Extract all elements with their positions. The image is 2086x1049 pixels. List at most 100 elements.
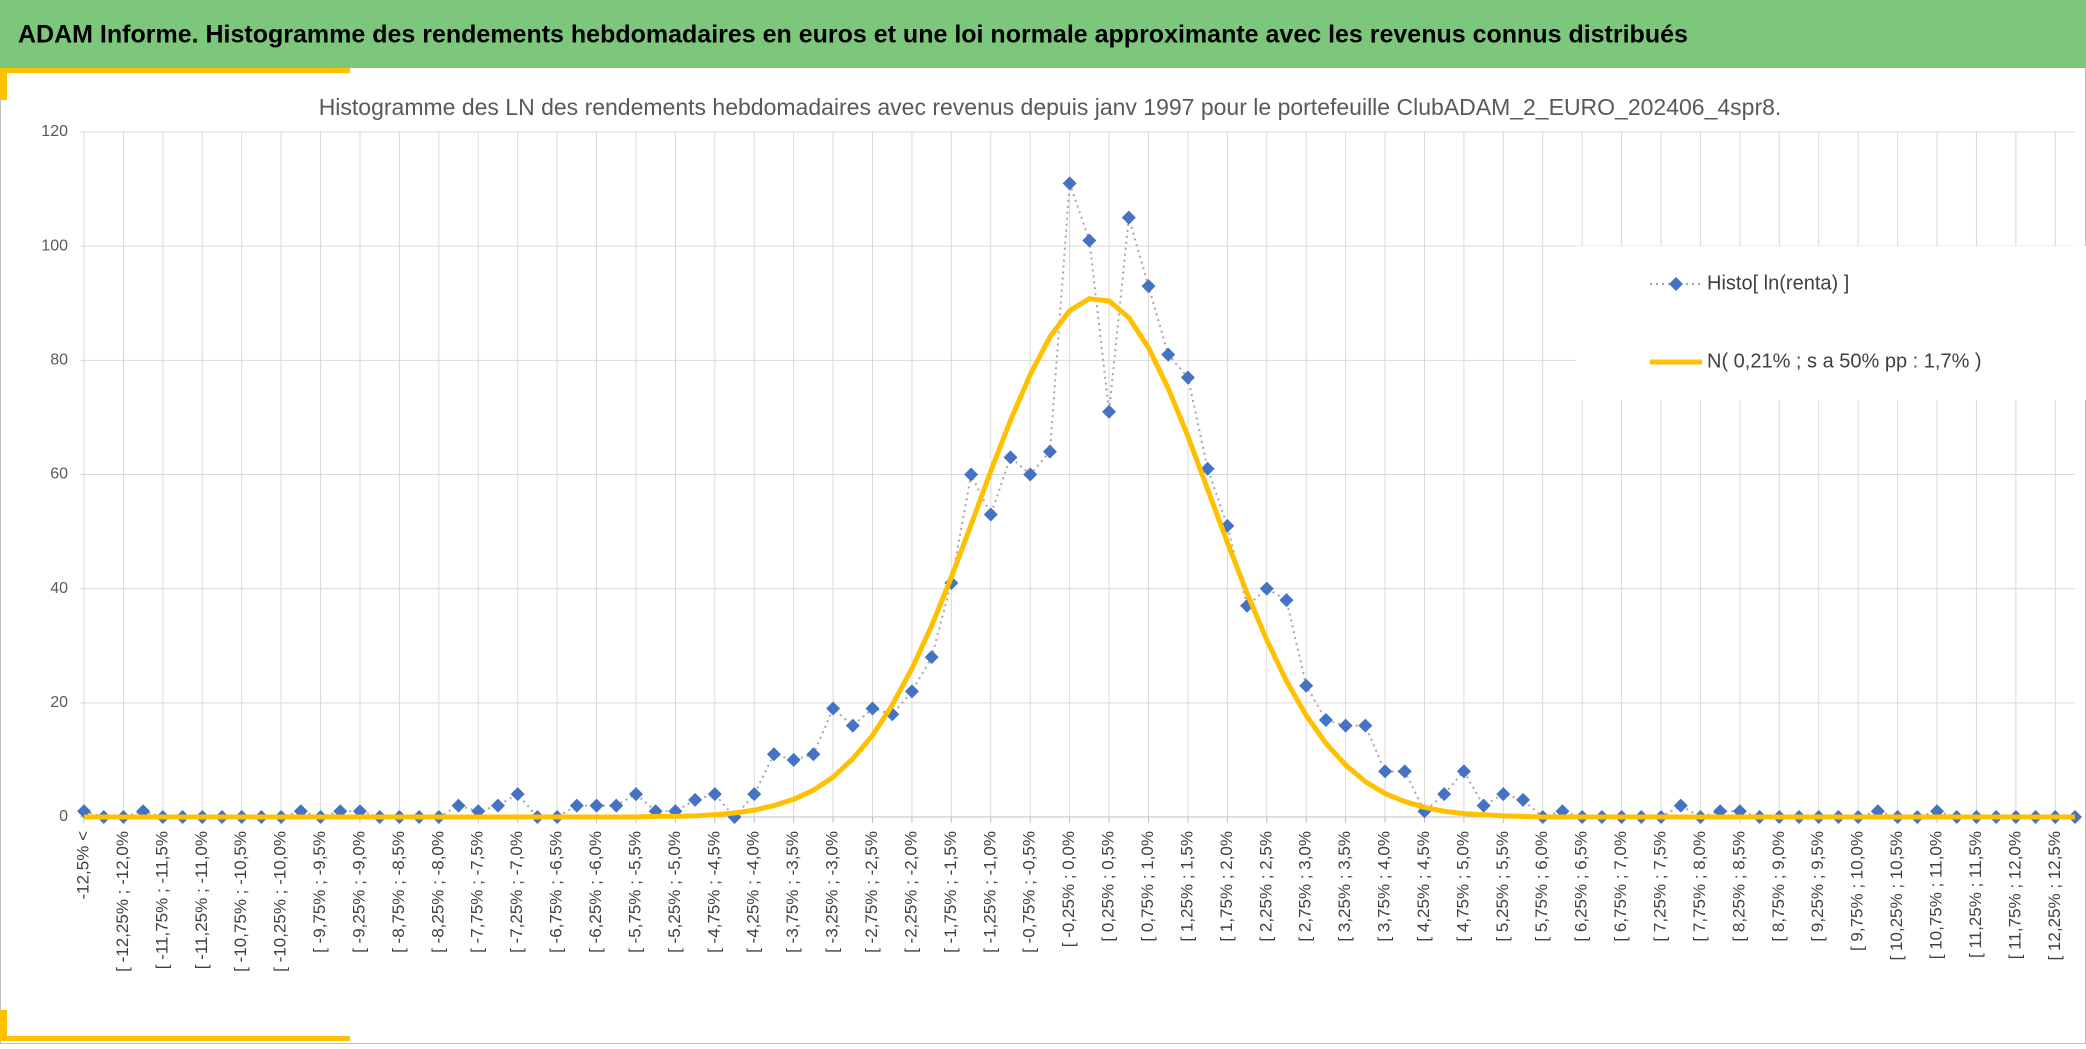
x-tick-label: [ -11,75% ; -11,5%	[152, 831, 171, 969]
x-tick-label: [ -8,25% ; -8,0%	[428, 831, 447, 953]
x-tick-label: [ -7,75% ; -7,5%	[468, 831, 487, 953]
x-tick-label: [ -1,75% ; -1,5%	[941, 831, 960, 953]
data-point	[1318, 712, 1333, 727]
x-tick-label: [ 10,25% ; 10,5%	[1887, 831, 1906, 960]
x-tick-label: -12,5% <	[73, 831, 92, 900]
header-title: ADAM Informe. Histogramme des rendements…	[18, 21, 1688, 49]
data-point	[1338, 718, 1353, 733]
data-point	[1279, 593, 1294, 608]
data-point	[1456, 764, 1471, 779]
x-tick-label: [ -5,75% ; -5,5%	[625, 831, 644, 953]
data-point	[510, 787, 525, 802]
x-tick-label: [ 8,75% ; 9,0%	[1769, 831, 1788, 942]
x-tick-label: [ 8,25% ; 8,5%	[1729, 831, 1748, 942]
x-tick-label: [ 5,75% ; 6,0%	[1532, 831, 1551, 942]
data-point	[1180, 370, 1195, 385]
y-tick-label: 120	[41, 123, 68, 140]
data-point	[1082, 233, 1097, 248]
x-tick-label: [ -6,25% ; -6,0%	[586, 831, 605, 953]
data-point	[1378, 764, 1393, 779]
accent-top	[0, 68, 350, 73]
chart-title: Histogramme des LN des rendements hebdom…	[319, 94, 1782, 120]
data-point	[1121, 210, 1136, 225]
data-point	[1003, 450, 1018, 465]
data-point	[589, 798, 604, 813]
legend-label: N( 0,21% ; s a 50% pp : 1,7% )	[1707, 350, 1982, 372]
x-tick-label: [ 0,25% ; 0,5%	[1099, 831, 1118, 942]
x-tick-label: [ 1,75% ; 2,0%	[1217, 831, 1236, 942]
x-tick-label: [ 3,75% ; 4,0%	[1375, 831, 1394, 942]
data-point	[845, 718, 860, 733]
x-tick-label: [ 9,75% ; 10,0%	[1848, 831, 1867, 951]
x-tick-label: [ -0,75% ; -0,5%	[1020, 831, 1039, 953]
data-point	[569, 798, 584, 813]
y-tick-label: 0	[59, 808, 68, 825]
x-tick-label: [ 9,25% ; 9,5%	[1808, 831, 1827, 942]
x-tick-label: [ -1,25% ; -1,0%	[980, 831, 999, 953]
x-tick-label: [ -5,25% ; -5,0%	[665, 831, 684, 953]
accent-left	[0, 68, 7, 100]
accent-bottom	[0, 1036, 350, 1041]
x-tick-label: [ -6,75% ; -6,5%	[547, 831, 566, 953]
x-tick-label: [ 2,25% ; 2,5%	[1256, 831, 1275, 942]
x-tick-label: [ 3,25% ; 3,5%	[1335, 831, 1354, 942]
x-tick-label: [ 6,75% ; 7,0%	[1611, 831, 1630, 942]
x-tick-label: [ 6,25% ; 6,5%	[1572, 831, 1591, 942]
x-tick-label: [ -8,75% ; -8,5%	[389, 831, 408, 953]
x-tick-label: [ -9,75% ; -9,5%	[310, 831, 329, 953]
data-point	[786, 752, 801, 767]
accent-left-bottom	[0, 1010, 7, 1040]
y-tick-label: 20	[50, 694, 68, 711]
data-point	[609, 798, 624, 813]
x-tick-label: [ 1,25% ; 1,5%	[1177, 831, 1196, 942]
x-tick-label: [ 2,75% ; 3,0%	[1296, 831, 1315, 942]
x-tick-label: [ 4,25% ; 4,5%	[1414, 831, 1433, 942]
y-tick-label: 40	[50, 580, 68, 597]
x-tick-label: [ 11,75% ; 12,0%	[2005, 831, 2024, 959]
data-point	[451, 798, 466, 813]
x-tick-label: [ -10,25% ; -10,0%	[271, 831, 290, 972]
data-point	[1516, 792, 1531, 807]
data-point	[628, 787, 643, 802]
x-tick-label: [ -2,75% ; -2,5%	[862, 831, 881, 953]
x-tick-label: [ -3,25% ; -3,0%	[823, 831, 842, 953]
data-point	[1397, 764, 1412, 779]
y-tick-label: 60	[50, 466, 68, 483]
data-point	[1673, 798, 1688, 813]
x-tick-label: [ -11,25% ; -11,0%	[192, 831, 211, 969]
data-point	[707, 787, 722, 802]
x-tick-label: [ 10,75% ; 11,0%	[1926, 831, 1945, 959]
x-tick-label: [ -4,75% ; -4,5%	[704, 831, 723, 953]
data-point	[688, 792, 703, 807]
data-point	[1141, 279, 1156, 294]
data-point	[904, 684, 919, 699]
data-point	[1496, 787, 1511, 802]
legend-label: Histo[ ln(renta) ]	[1707, 272, 1849, 294]
data-point	[924, 650, 939, 665]
x-tick-label: [ 12,25% ; 12,5%	[2045, 831, 2064, 960]
x-tick-label: [ 7,25% ; 7,5%	[1651, 831, 1670, 942]
x-tick-label: [ -12,25% ; -12,0%	[113, 831, 132, 972]
data-point	[1161, 347, 1176, 362]
data-point	[1259, 581, 1274, 596]
data-point	[1200, 461, 1215, 476]
legend-box	[1576, 246, 2086, 400]
data-point	[1476, 798, 1491, 813]
x-tick-label: [ -10,75% ; -10,5%	[231, 831, 250, 972]
x-tick-label: [ 0,75% ; 1,0%	[1138, 831, 1157, 942]
data-point	[826, 701, 841, 716]
data-point	[747, 787, 762, 802]
x-tick-label: [ 7,75% ; 8,0%	[1690, 831, 1709, 942]
x-tick-label: [ -0,25% ; 0,0%	[1059, 831, 1078, 947]
x-tick-label: [ -7,25% ; -7,0%	[507, 831, 526, 953]
y-tick-label: 100	[41, 237, 68, 254]
data-point	[1102, 404, 1117, 419]
data-point	[766, 747, 781, 762]
data-point	[806, 747, 821, 762]
legend-marker	[1669, 277, 1683, 291]
x-tick-label: [ 5,25% ; 5,5%	[1493, 831, 1512, 942]
series-line	[84, 296, 2075, 820]
x-tick-label: [ 4,75% ; 5,0%	[1453, 831, 1472, 942]
